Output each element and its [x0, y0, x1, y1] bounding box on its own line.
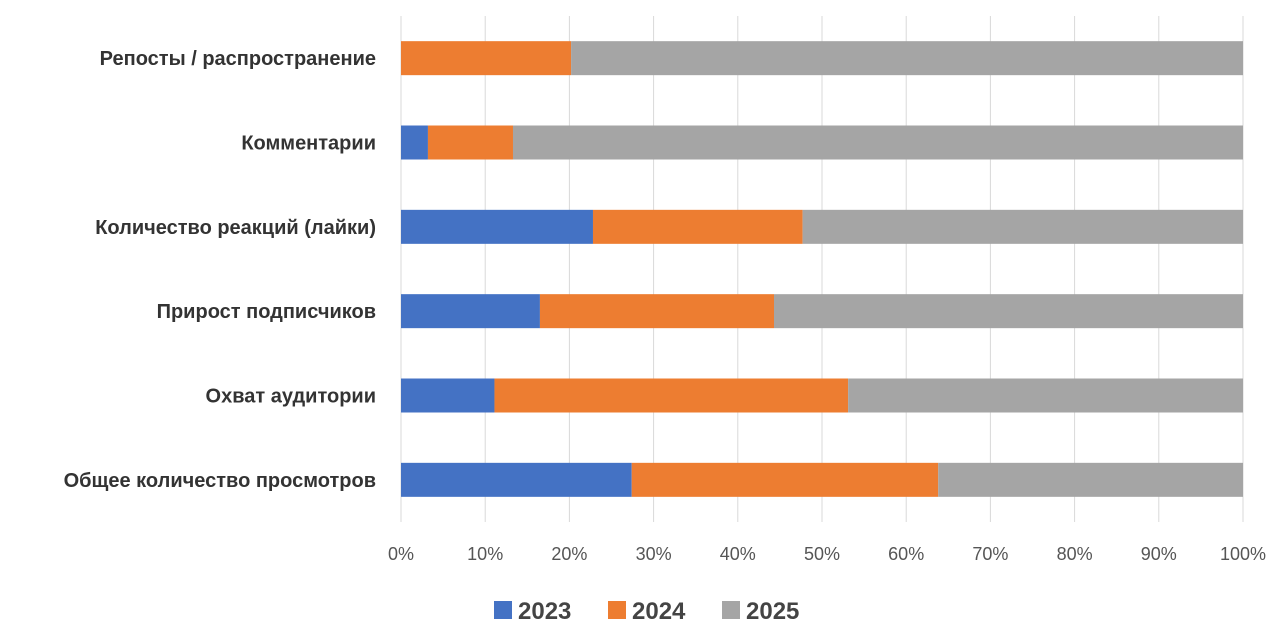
category-label-5: Общее количество просмотров: [64, 470, 376, 492]
category-label-4: Охват аудитории: [206, 386, 376, 408]
bar-2024-0: [401, 41, 572, 76]
legend-swatch-2025: [722, 601, 740, 619]
x-tick-label-10: 100%: [1220, 544, 1266, 564]
x-tick-label-4: 40%: [720, 544, 756, 564]
x-tick-label-0: 0%: [388, 544, 414, 564]
bar-2023-5: [401, 462, 632, 497]
bar-2024-2: [592, 209, 803, 244]
category-label-3: Прирост подписчиков: [157, 301, 376, 323]
gridlines: [400, 16, 1244, 522]
x-tick-label-1: 10%: [467, 544, 503, 564]
x-tick-label-8: 80%: [1057, 544, 1093, 564]
bar-2025-2: [802, 209, 1243, 244]
x-tick-label-7: 70%: [972, 544, 1008, 564]
category-label-1: Комментарии: [241, 133, 376, 155]
legend-swatch-2023: [494, 601, 512, 619]
bar-2025-0: [571, 41, 1243, 76]
bar-2025-5: [938, 462, 1243, 497]
legend-swatch-2024: [608, 601, 626, 619]
x-axis-ticks: 0% 10% 20% 30% 40% 50% 60% 70% 80% 90% 100%: [388, 544, 1266, 564]
bars: [401, 41, 1243, 497]
category-label-0: Репосты / распространение: [100, 48, 376, 70]
bar-2023-2: [401, 209, 593, 244]
x-tick-label-6: 60%: [888, 544, 924, 564]
legend-label-2024: 2024: [632, 598, 686, 623]
category-label-2: Количество реакций (лайки): [95, 217, 376, 239]
bar-2023-3: [401, 294, 540, 329]
category-labels: Репосты / распространение Комментарии Коли…: [64, 48, 376, 492]
bar-2025-1: [512, 125, 1243, 160]
bar-2025-3: [774, 294, 1243, 329]
x-tick-label-2: 20%: [551, 544, 587, 564]
bar-2023-1: [401, 125, 428, 160]
bar-2023-4: [401, 378, 495, 413]
x-tick-label-9: 90%: [1141, 544, 1177, 564]
legend-label-2025: 2025: [746, 598, 799, 623]
legend: 2023 2024 2025: [494, 598, 799, 623]
x-tick-label-5: 50%: [804, 544, 840, 564]
bar-2025-4: [848, 378, 1243, 413]
x-tick-label-3: 30%: [636, 544, 672, 564]
legend-label-2023: 2023: [518, 598, 571, 623]
bar-2024-1: [427, 125, 513, 160]
bar-2024-4: [494, 378, 849, 413]
bar-2024-3: [539, 294, 775, 329]
bar-2024-5: [631, 462, 939, 497]
